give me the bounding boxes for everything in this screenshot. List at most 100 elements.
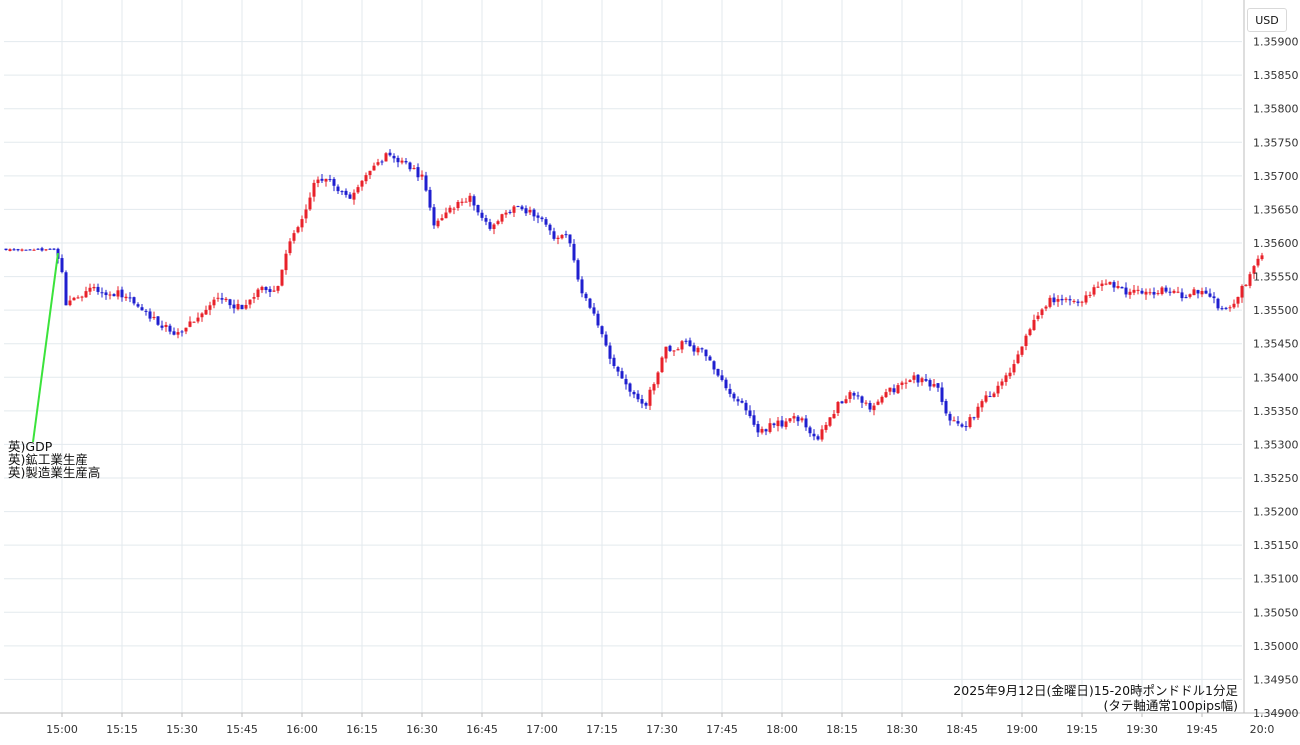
candle-body [496, 221, 500, 224]
candle-body [40, 248, 44, 251]
candle-body [476, 205, 480, 213]
x-tick-label: 15:00 [46, 723, 78, 736]
y-tick-label: 1.35750 [1253, 136, 1299, 149]
candle-body [1140, 290, 1144, 294]
candle-body [824, 424, 828, 430]
candle-body [880, 396, 884, 403]
x-tick-label: 16:00 [286, 723, 318, 736]
candle-body [540, 217, 544, 220]
candle-body [192, 321, 196, 323]
candle-body [428, 189, 432, 208]
candle-body [748, 410, 752, 417]
candle-body [216, 297, 220, 299]
candle-body [756, 424, 760, 433]
candle-body [380, 161, 384, 163]
candle-body [1068, 299, 1072, 301]
candle-body [1084, 295, 1088, 303]
candle-body [452, 208, 456, 210]
candle-body [412, 168, 416, 170]
candle-body [268, 289, 272, 292]
candle-body [792, 416, 796, 419]
candle-body [1032, 319, 1036, 331]
candle-body [1004, 375, 1008, 382]
candle-body [1224, 307, 1228, 309]
candle-body [724, 379, 728, 389]
candle-body [32, 249, 36, 251]
candle-body [1144, 291, 1148, 295]
currency-button[interactable]: USD [1247, 8, 1287, 32]
candle-body [1044, 306, 1048, 309]
candle-body [816, 436, 820, 440]
candle-body [64, 272, 68, 306]
candle-body [184, 327, 188, 332]
candle-body [1208, 293, 1212, 297]
candle-body [560, 235, 564, 239]
candle-body [1088, 294, 1092, 296]
candle-body [332, 178, 336, 186]
candle-body [348, 194, 352, 199]
candle-body [812, 433, 816, 437]
x-tick-label: 15:30 [166, 723, 198, 736]
candle-body [688, 340, 692, 347]
candle-body [368, 170, 372, 176]
candle-body [920, 378, 924, 383]
candle-body [744, 402, 748, 411]
candle-body [700, 348, 704, 350]
candle-body [500, 214, 504, 222]
candle-body [1156, 293, 1160, 295]
candle-body [88, 287, 92, 292]
y-tick-label: 1.35600 [1253, 237, 1299, 250]
candle-body [1152, 292, 1156, 295]
y-tick-label: 1.35250 [1253, 472, 1299, 485]
candle-body [1188, 294, 1192, 297]
event-label-manufacturing-production: 英)製造業生産高 [8, 465, 101, 480]
candle-body [1040, 309, 1044, 315]
candle-body [900, 382, 904, 385]
candle-body [120, 289, 124, 298]
candle-body [652, 384, 656, 391]
candle-body [936, 383, 940, 388]
candle-body [916, 374, 920, 383]
candle-body [156, 316, 160, 325]
candle-body [504, 212, 508, 215]
candle-body [228, 299, 232, 306]
y-tick-label: 1.35200 [1253, 506, 1299, 519]
candle-body [340, 191, 344, 193]
candle-body [1008, 372, 1012, 377]
candle-body [220, 298, 224, 300]
y-tick-label: 1.35300 [1253, 438, 1299, 451]
candle-body [388, 152, 392, 156]
candle-body [984, 395, 988, 402]
y-tick-label: 1.35100 [1253, 573, 1299, 586]
y-tick-label: 1.35450 [1253, 338, 1299, 351]
candle-body [28, 249, 32, 251]
candle-body [1056, 299, 1060, 302]
candle-body [1112, 282, 1116, 288]
candle-body [448, 207, 452, 213]
candle-body [720, 375, 724, 381]
candle-body [316, 179, 320, 184]
candle-body [692, 345, 696, 352]
candle-body [392, 155, 396, 159]
candle-body [112, 294, 116, 297]
candle-body [460, 201, 464, 203]
candle-body [100, 292, 104, 294]
candle-body [644, 403, 648, 406]
candle-body [396, 157, 400, 163]
candle-body [704, 349, 708, 357]
candle-body [1172, 290, 1176, 293]
candle-body [196, 317, 200, 322]
caption-subtitle: (タテ軸通常100pips幅) [1103, 698, 1238, 713]
candle-body [432, 207, 436, 226]
candle-body [828, 417, 832, 426]
candle-body [760, 428, 764, 433]
x-tick-label: 17:15 [586, 723, 618, 736]
candle-body [1164, 287, 1168, 292]
x-tick-label: 18:30 [886, 723, 918, 736]
candle-body [516, 206, 520, 208]
candle-body [628, 383, 632, 392]
x-tick-label: 15:45 [226, 723, 258, 736]
candle-body [352, 192, 356, 200]
candle-body [872, 405, 876, 411]
candle-body [236, 304, 240, 310]
